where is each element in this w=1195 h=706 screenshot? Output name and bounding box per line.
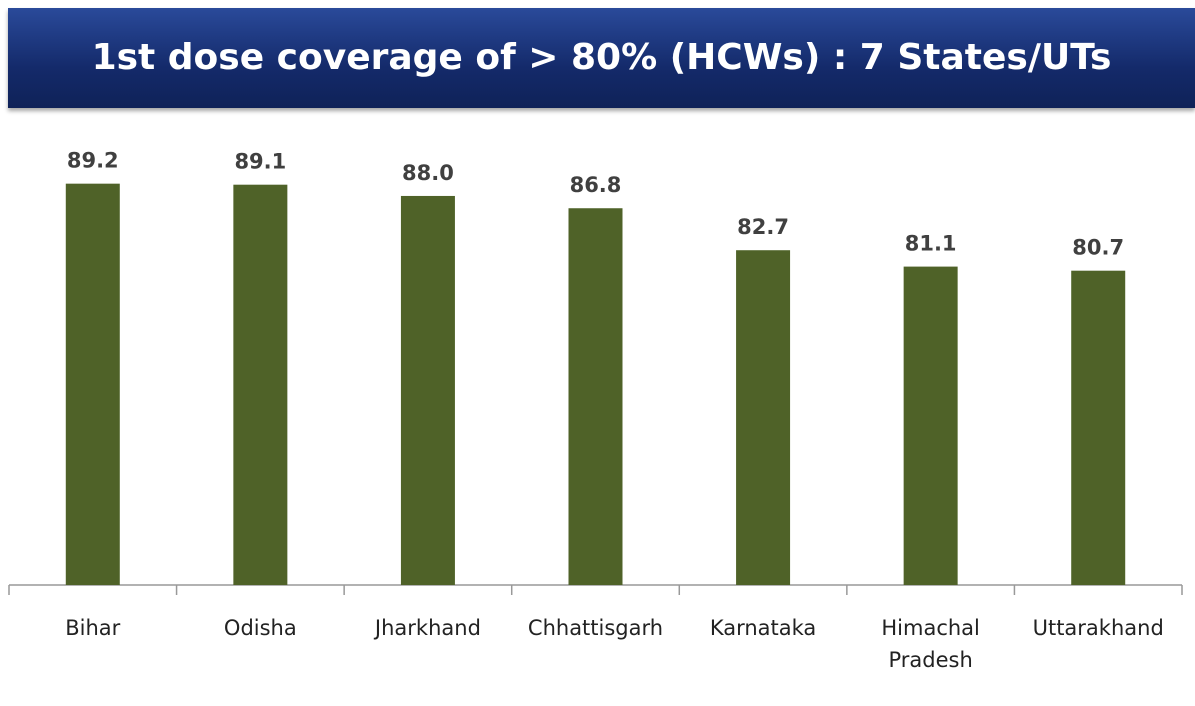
bar [65,183,120,585]
x-tick-label: Uttarakhand [1032,616,1164,640]
value-label: 82.7 [737,215,789,239]
x-tick-label: Odisha [223,616,297,640]
x-tick-label: Chhattisgarh [527,616,664,640]
bar [568,208,623,585]
bar [736,250,791,585]
bar [1071,270,1126,585]
value-label: 88.0 [402,161,454,185]
x-tick-label: Karnataka [709,616,817,640]
bar [400,195,455,585]
value-label: 86.8 [570,173,622,197]
x-tick-label: Bihar [65,616,121,640]
x-tick-label: Himachal Pradesh [881,616,980,672]
value-label: 81.1 [905,232,957,256]
value-label: 80.7 [1072,236,1124,260]
bar [903,266,958,585]
x-tick-label: Jharkhand [374,616,481,640]
bar [233,184,288,585]
value-label: 89.1 [234,150,286,174]
value-label: 89.2 [67,149,119,173]
chart-title: 1st dose coverage of > 80% (HCWs) : 7 St… [91,37,1112,78]
title-banner: 1st dose coverage of > 80% (HCWs) : 7 St… [8,8,1195,108]
